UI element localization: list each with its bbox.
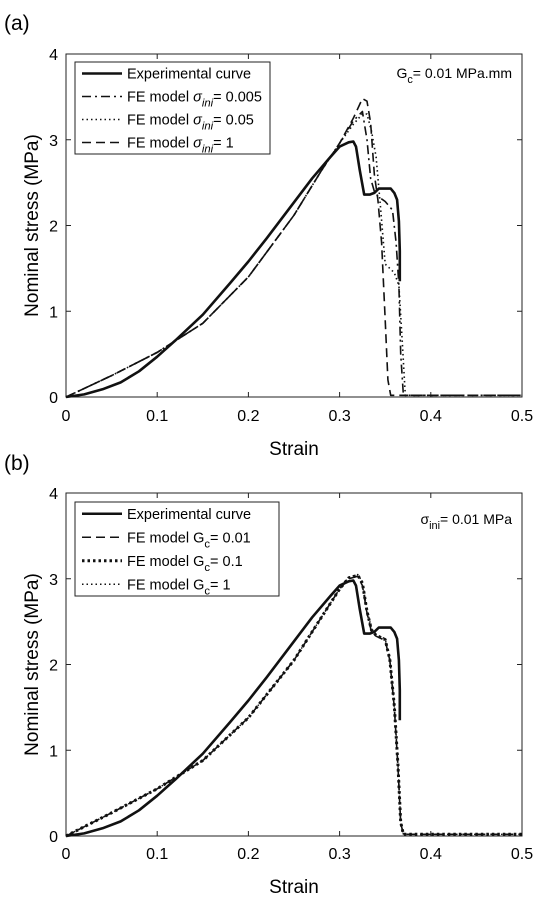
- text-span: σ: [193, 113, 203, 129]
- text-span: = 1: [210, 577, 231, 593]
- text-span: FE model G: [127, 554, 204, 570]
- x-tick-label: 0.3: [328, 846, 350, 863]
- series-line-3: [65, 113, 522, 398]
- text-span: σ: [420, 511, 429, 527]
- chart-panel-b: (b) 0 0.1 0.2 0.3 0.4 0.5 0 1 2 3 4 Strain Nominal st…: [4, 452, 533, 898]
- series-line-1: [65, 579, 402, 838]
- text-span: = 1: [213, 136, 234, 152]
- y-tick-label: 4: [49, 486, 58, 503]
- annotation-text: σini= 0.01 MPa: [420, 511, 512, 532]
- legend-entry: FE model Gc= 0.1: [127, 554, 243, 574]
- text-span: = 0.005: [213, 90, 262, 106]
- x-tick-label: 0: [62, 408, 71, 425]
- series-line-2: [65, 575, 522, 837]
- x-tick-label: 0: [62, 846, 71, 863]
- x-tick-label: 0.5: [511, 408, 533, 425]
- x-axis-label: Strain: [269, 877, 319, 898]
- y-tick-label: 1: [49, 304, 58, 321]
- legend-entry: Experimental curve: [127, 507, 251, 523]
- text-span: FE model G: [127, 530, 204, 546]
- x-tick-label: 0.3: [328, 408, 350, 425]
- text-span: Experimental curve: [127, 67, 251, 83]
- y-tick-label: 2: [49, 219, 58, 236]
- text-span: c: [204, 538, 210, 550]
- series-line-4: [65, 97, 522, 398]
- text-span: c: [204, 562, 210, 574]
- x-tick-label: 0.1: [146, 846, 168, 863]
- text-span: FE model: [127, 136, 193, 152]
- panel-label: (a): [4, 12, 30, 35]
- text-span: ini: [202, 98, 214, 110]
- x-tick-label: 0.4: [420, 846, 442, 863]
- series-line-1: [65, 140, 402, 399]
- legend-entry: FE model σini= 0.05: [127, 113, 254, 133]
- text-span: = 0.01 MPa: [440, 511, 512, 527]
- text-span: ini: [429, 520, 440, 532]
- text-span: σ: [193, 90, 203, 106]
- legend-entry: FE model σini= 1: [127, 136, 234, 156]
- legend-box: [74, 501, 280, 597]
- x-axis-label: Strain: [269, 439, 319, 460]
- x-tick-label: 0.1: [146, 408, 168, 425]
- x-tick-label: 0.2: [237, 408, 259, 425]
- legend-entry: Experimental curve: [127, 67, 251, 83]
- panel-label: (b): [4, 452, 30, 475]
- text-span: FE model: [127, 113, 193, 129]
- y-tick-label: 1: [49, 743, 58, 760]
- text-span: FE model G: [127, 577, 204, 593]
- legend-entry: FE model σini= 0.005: [127, 90, 262, 110]
- y-tick-label: 3: [49, 133, 58, 150]
- x-tick-label: 0.5: [511, 846, 533, 863]
- x-tick-label: 0.2: [237, 846, 259, 863]
- text-span: G: [396, 65, 407, 81]
- y-tick-label: 2: [49, 658, 58, 675]
- legend-entry: FE model Gc= 0.01: [127, 530, 251, 550]
- legend-entry: FE model Gc= 1: [127, 577, 231, 597]
- text-span: ini: [202, 144, 214, 156]
- legend-box: [74, 61, 271, 155]
- series-line-3: [65, 573, 522, 838]
- x-tick-label: 0.4: [420, 408, 442, 425]
- text-span: = 0.1: [210, 554, 243, 570]
- text-span: σ: [193, 136, 203, 152]
- text-span: ini: [202, 121, 214, 133]
- text-span: c: [407, 74, 413, 86]
- text-span: = 0.01 MPa.mm: [413, 65, 512, 81]
- chart-panel-a: (a) 0 0.1 0.2 0.3 0.4 0.5 0 1 2 3 4 Strain Nominal st…: [4, 12, 533, 460]
- text-span: = 0.01: [210, 530, 251, 546]
- y-axis-label: Nominal stress (MPa): [22, 134, 43, 317]
- text-span: c: [204, 585, 210, 597]
- y-tick-label: 0: [49, 390, 58, 407]
- y-tick-label: 3: [49, 572, 58, 589]
- y-tick-label: 0: [49, 829, 58, 846]
- y-tick-label: 4: [49, 47, 58, 64]
- text-span: = 0.05: [213, 113, 254, 129]
- text-span: FE model: [127, 90, 193, 106]
- y-axis-label: Nominal stress (MPa): [22, 573, 43, 756]
- annotation-text: Gc= 0.01 MPa.mm: [396, 65, 512, 86]
- series-line-4: [65, 573, 522, 837]
- text-span: Experimental curve: [127, 507, 251, 523]
